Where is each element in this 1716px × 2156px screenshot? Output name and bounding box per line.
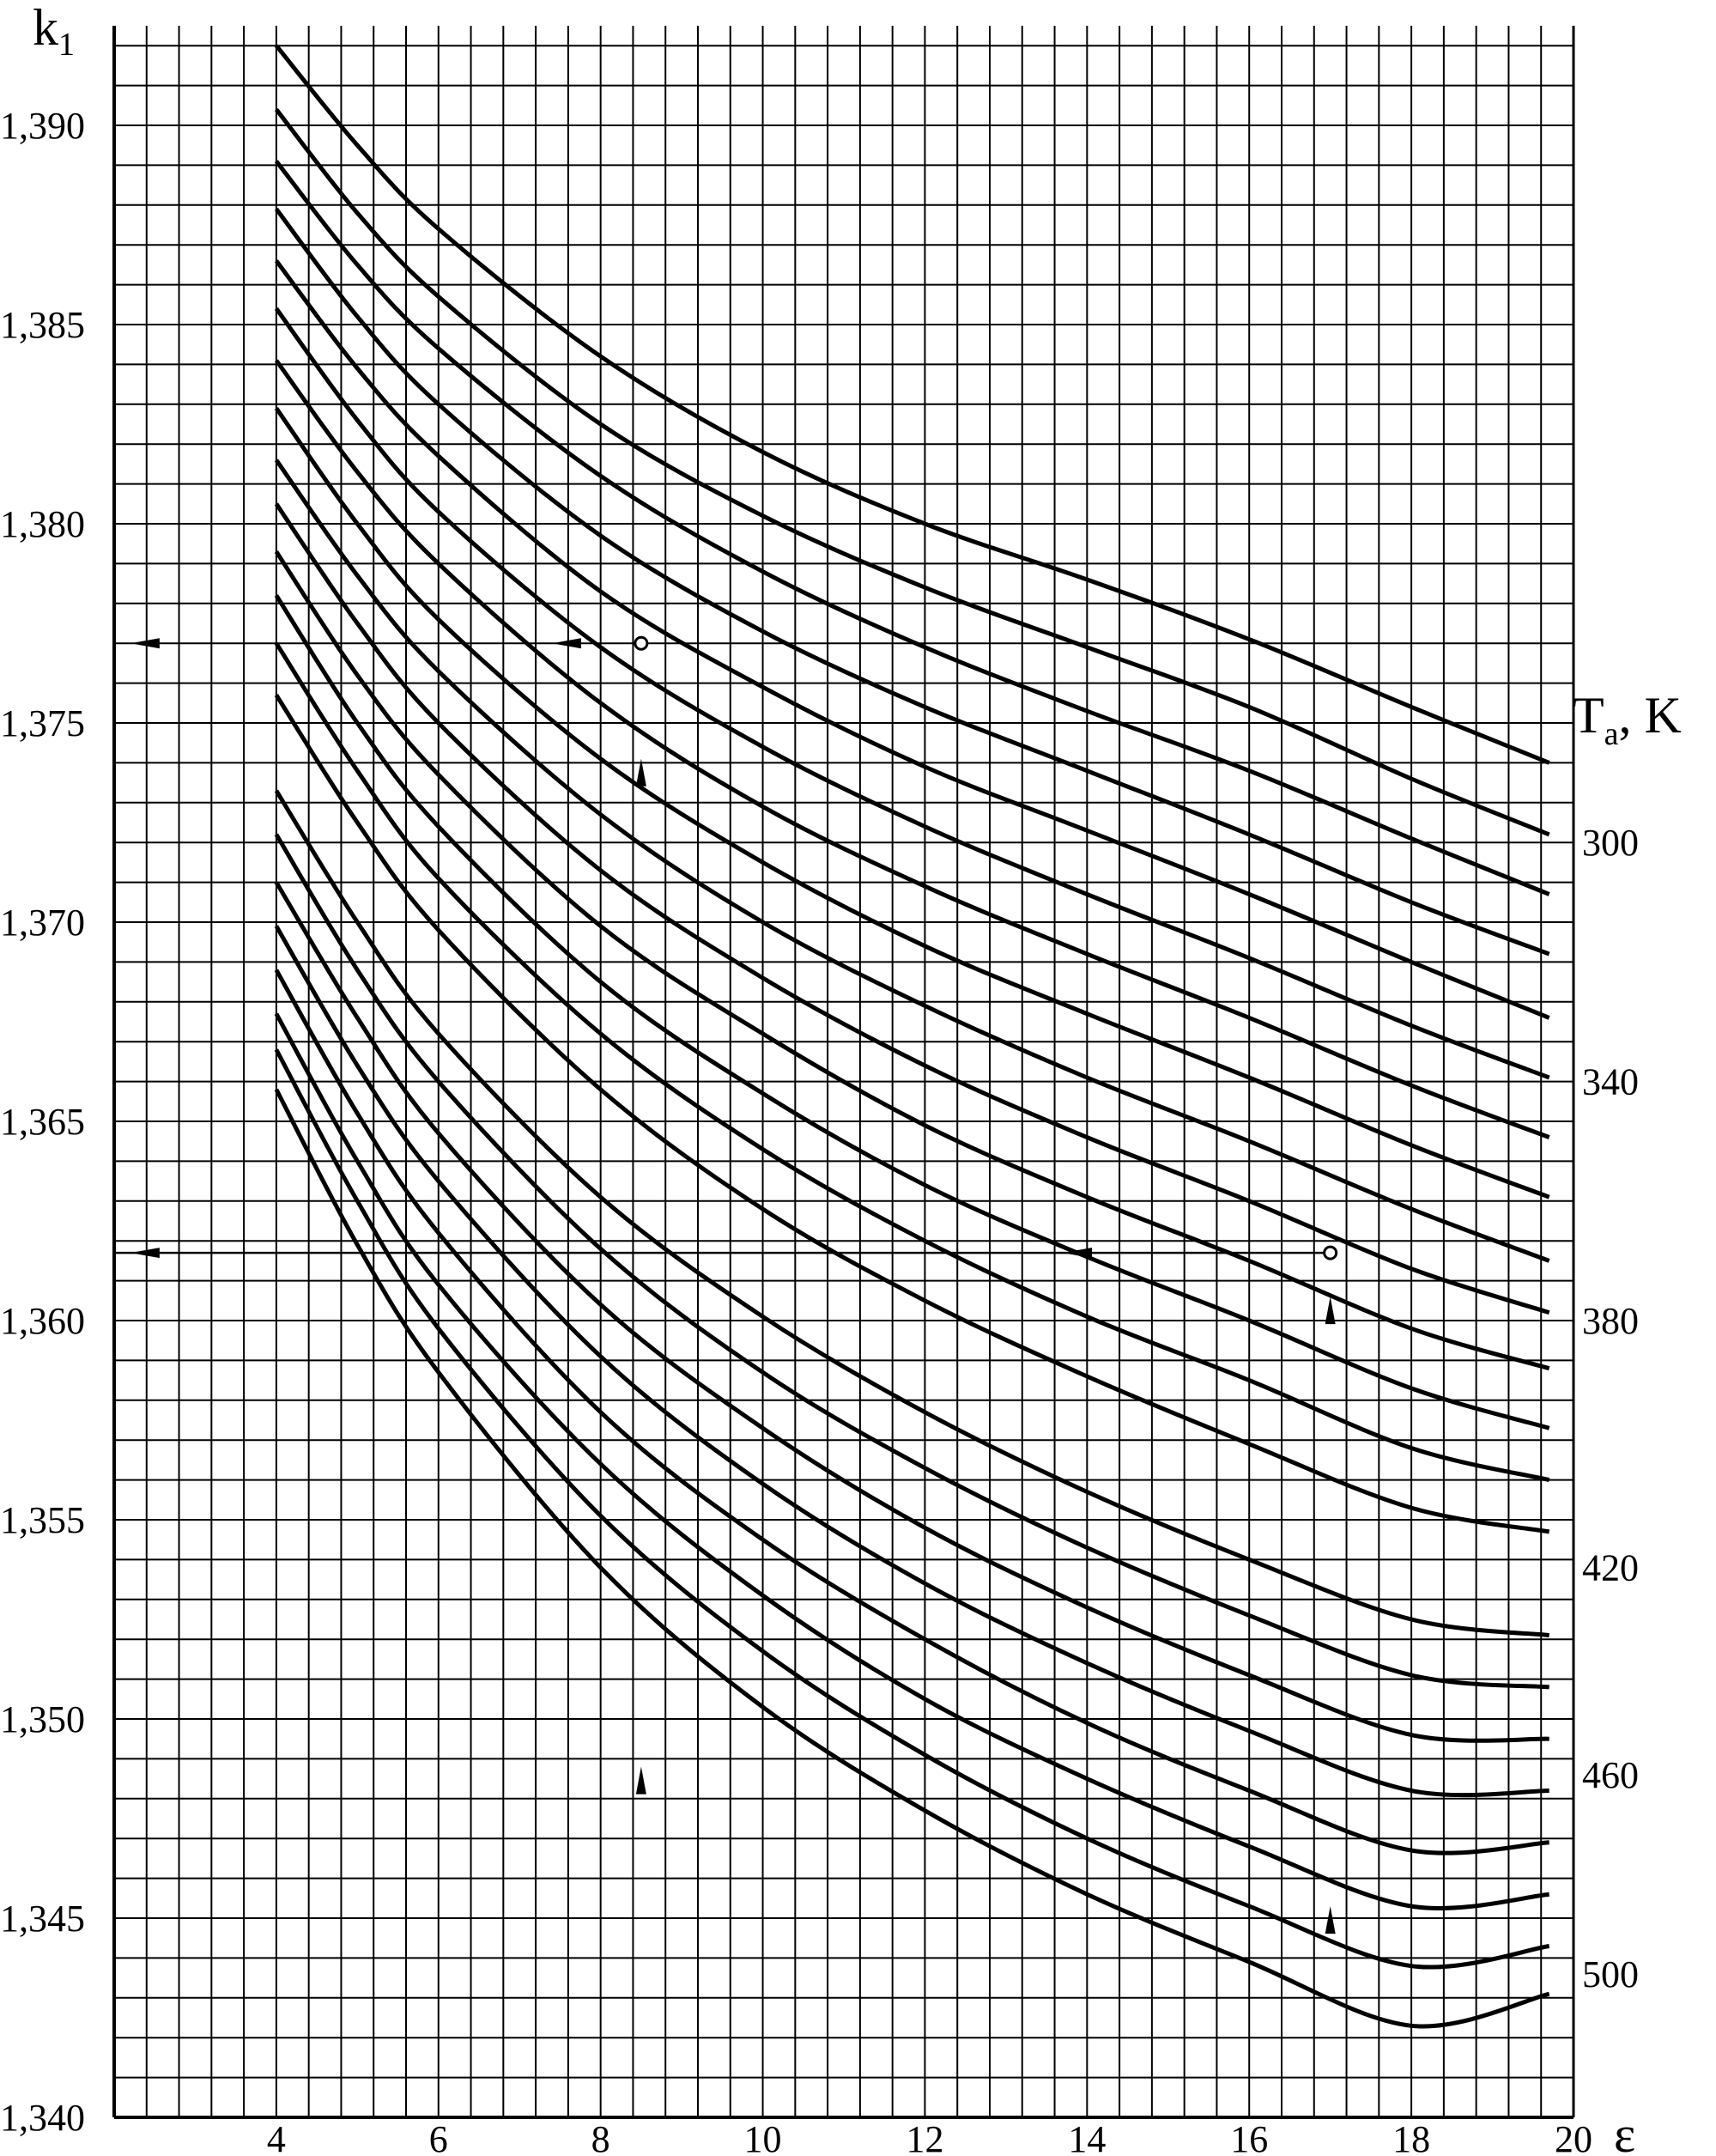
arrow-up-icon: [635, 1766, 646, 1795]
x-tick-label: 14: [1068, 2118, 1106, 2156]
series-line-19: [274, 969, 1549, 1855]
right-tick-label: 460: [1582, 1754, 1639, 1796]
right-axis-title-sub: a: [1604, 716, 1619, 752]
y-tick-label: 1,340: [0, 2097, 85, 2139]
series-line-5: [274, 259, 1550, 1020]
series-line-3: [274, 160, 1550, 896]
x-tick-label: 18: [1392, 2118, 1430, 2156]
y-axis-title-sub: 1: [58, 27, 75, 63]
series-line-20: [274, 1012, 1549, 1910]
x-tick-label: 20: [1555, 2118, 1592, 2156]
series-line-22: [274, 1088, 1550, 2029]
marker-point: [634, 635, 649, 651]
marker-point: [1323, 1245, 1338, 1260]
right-tick-label: 420: [1582, 1547, 1639, 1589]
series-line-2: [274, 107, 1550, 837]
series-line-7: [274, 359, 1550, 1139]
y-tick-label: 1,345: [0, 1898, 85, 1940]
series-line-15: [274, 789, 1549, 1638]
y-tick-label: 1,350: [0, 1698, 85, 1740]
y-axis-title: k1: [33, 0, 75, 63]
x-tick-label: 8: [591, 2118, 610, 2156]
right-tick-label: 500: [1582, 1953, 1639, 1995]
axis-labels: k1 Ta, K ε: [33, 0, 1682, 2156]
series-line-1: [274, 44, 1550, 765]
y-tick-label: 1,380: [0, 503, 85, 545]
arrow-up-icon: [1325, 1906, 1336, 1934]
x-tick-label: 10: [744, 2118, 782, 2156]
y-axis-title-main: k: [33, 0, 58, 56]
y-tick-label: 1,375: [0, 702, 85, 744]
y-tick-label: 1,355: [0, 1499, 85, 1541]
axes: 1,340 1,345 1,350 1,355 1,360 1,365 1,370 1,375…: [0, 26, 1639, 2156]
y-tick-label: 1,370: [0, 902, 85, 944]
right-tick-label: 380: [1582, 1300, 1639, 1342]
series-line-9: [274, 459, 1550, 1263]
series-line-14: [274, 694, 1550, 1534]
series-line-16: [274, 833, 1549, 1690]
x-tick-label: 6: [429, 2118, 448, 2156]
series-line-13: [274, 641, 1550, 1483]
arrow-up-icon: [1325, 1297, 1336, 1325]
arrow-left-icon: [130, 638, 160, 649]
series-line-12: [274, 594, 1550, 1430]
y-tick-label: 1,385: [0, 304, 85, 346]
series-line-17: [274, 881, 1549, 1743]
right-axis-title: Ta, K: [1573, 687, 1682, 752]
series-line-10: [274, 502, 1550, 1315]
x-tick-label: 12: [906, 2118, 943, 2156]
series-line-8: [274, 406, 1550, 1199]
y-tick-label: 1,390: [0, 105, 85, 147]
y-tick-label: 1,360: [0, 1300, 85, 1342]
series-line-4: [274, 207, 1550, 957]
right-tick-label: 300: [1582, 822, 1639, 864]
annotations: [114, 635, 1338, 1934]
x-tick-label: 4: [267, 2118, 286, 2156]
y-tick-label: 1,365: [0, 1101, 85, 1143]
arrow-left-icon: [1063, 1248, 1092, 1259]
arrow-left-icon: [130, 1248, 160, 1259]
right-axis-title-suffix: , K: [1619, 687, 1682, 744]
arrow-left-icon: [552, 638, 581, 649]
series-line-6: [274, 307, 1550, 1080]
arrow-up-icon: [635, 758, 646, 786]
x-tick-label: 16: [1230, 2118, 1268, 2156]
series-line-11: [274, 550, 1550, 1371]
series-line-18: [274, 925, 1549, 1798]
series-line-21: [274, 1048, 1550, 1970]
right-tick-label: 340: [1582, 1061, 1639, 1103]
right-axis-title-main: T: [1573, 687, 1604, 744]
x-axis-title: ε: [1614, 2106, 1635, 2156]
series-group: [274, 44, 1550, 2029]
